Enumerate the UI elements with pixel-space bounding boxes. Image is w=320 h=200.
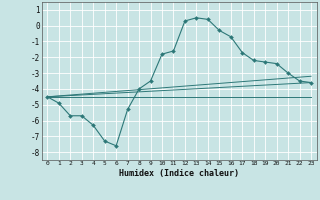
X-axis label: Humidex (Indice chaleur): Humidex (Indice chaleur) — [119, 169, 239, 178]
